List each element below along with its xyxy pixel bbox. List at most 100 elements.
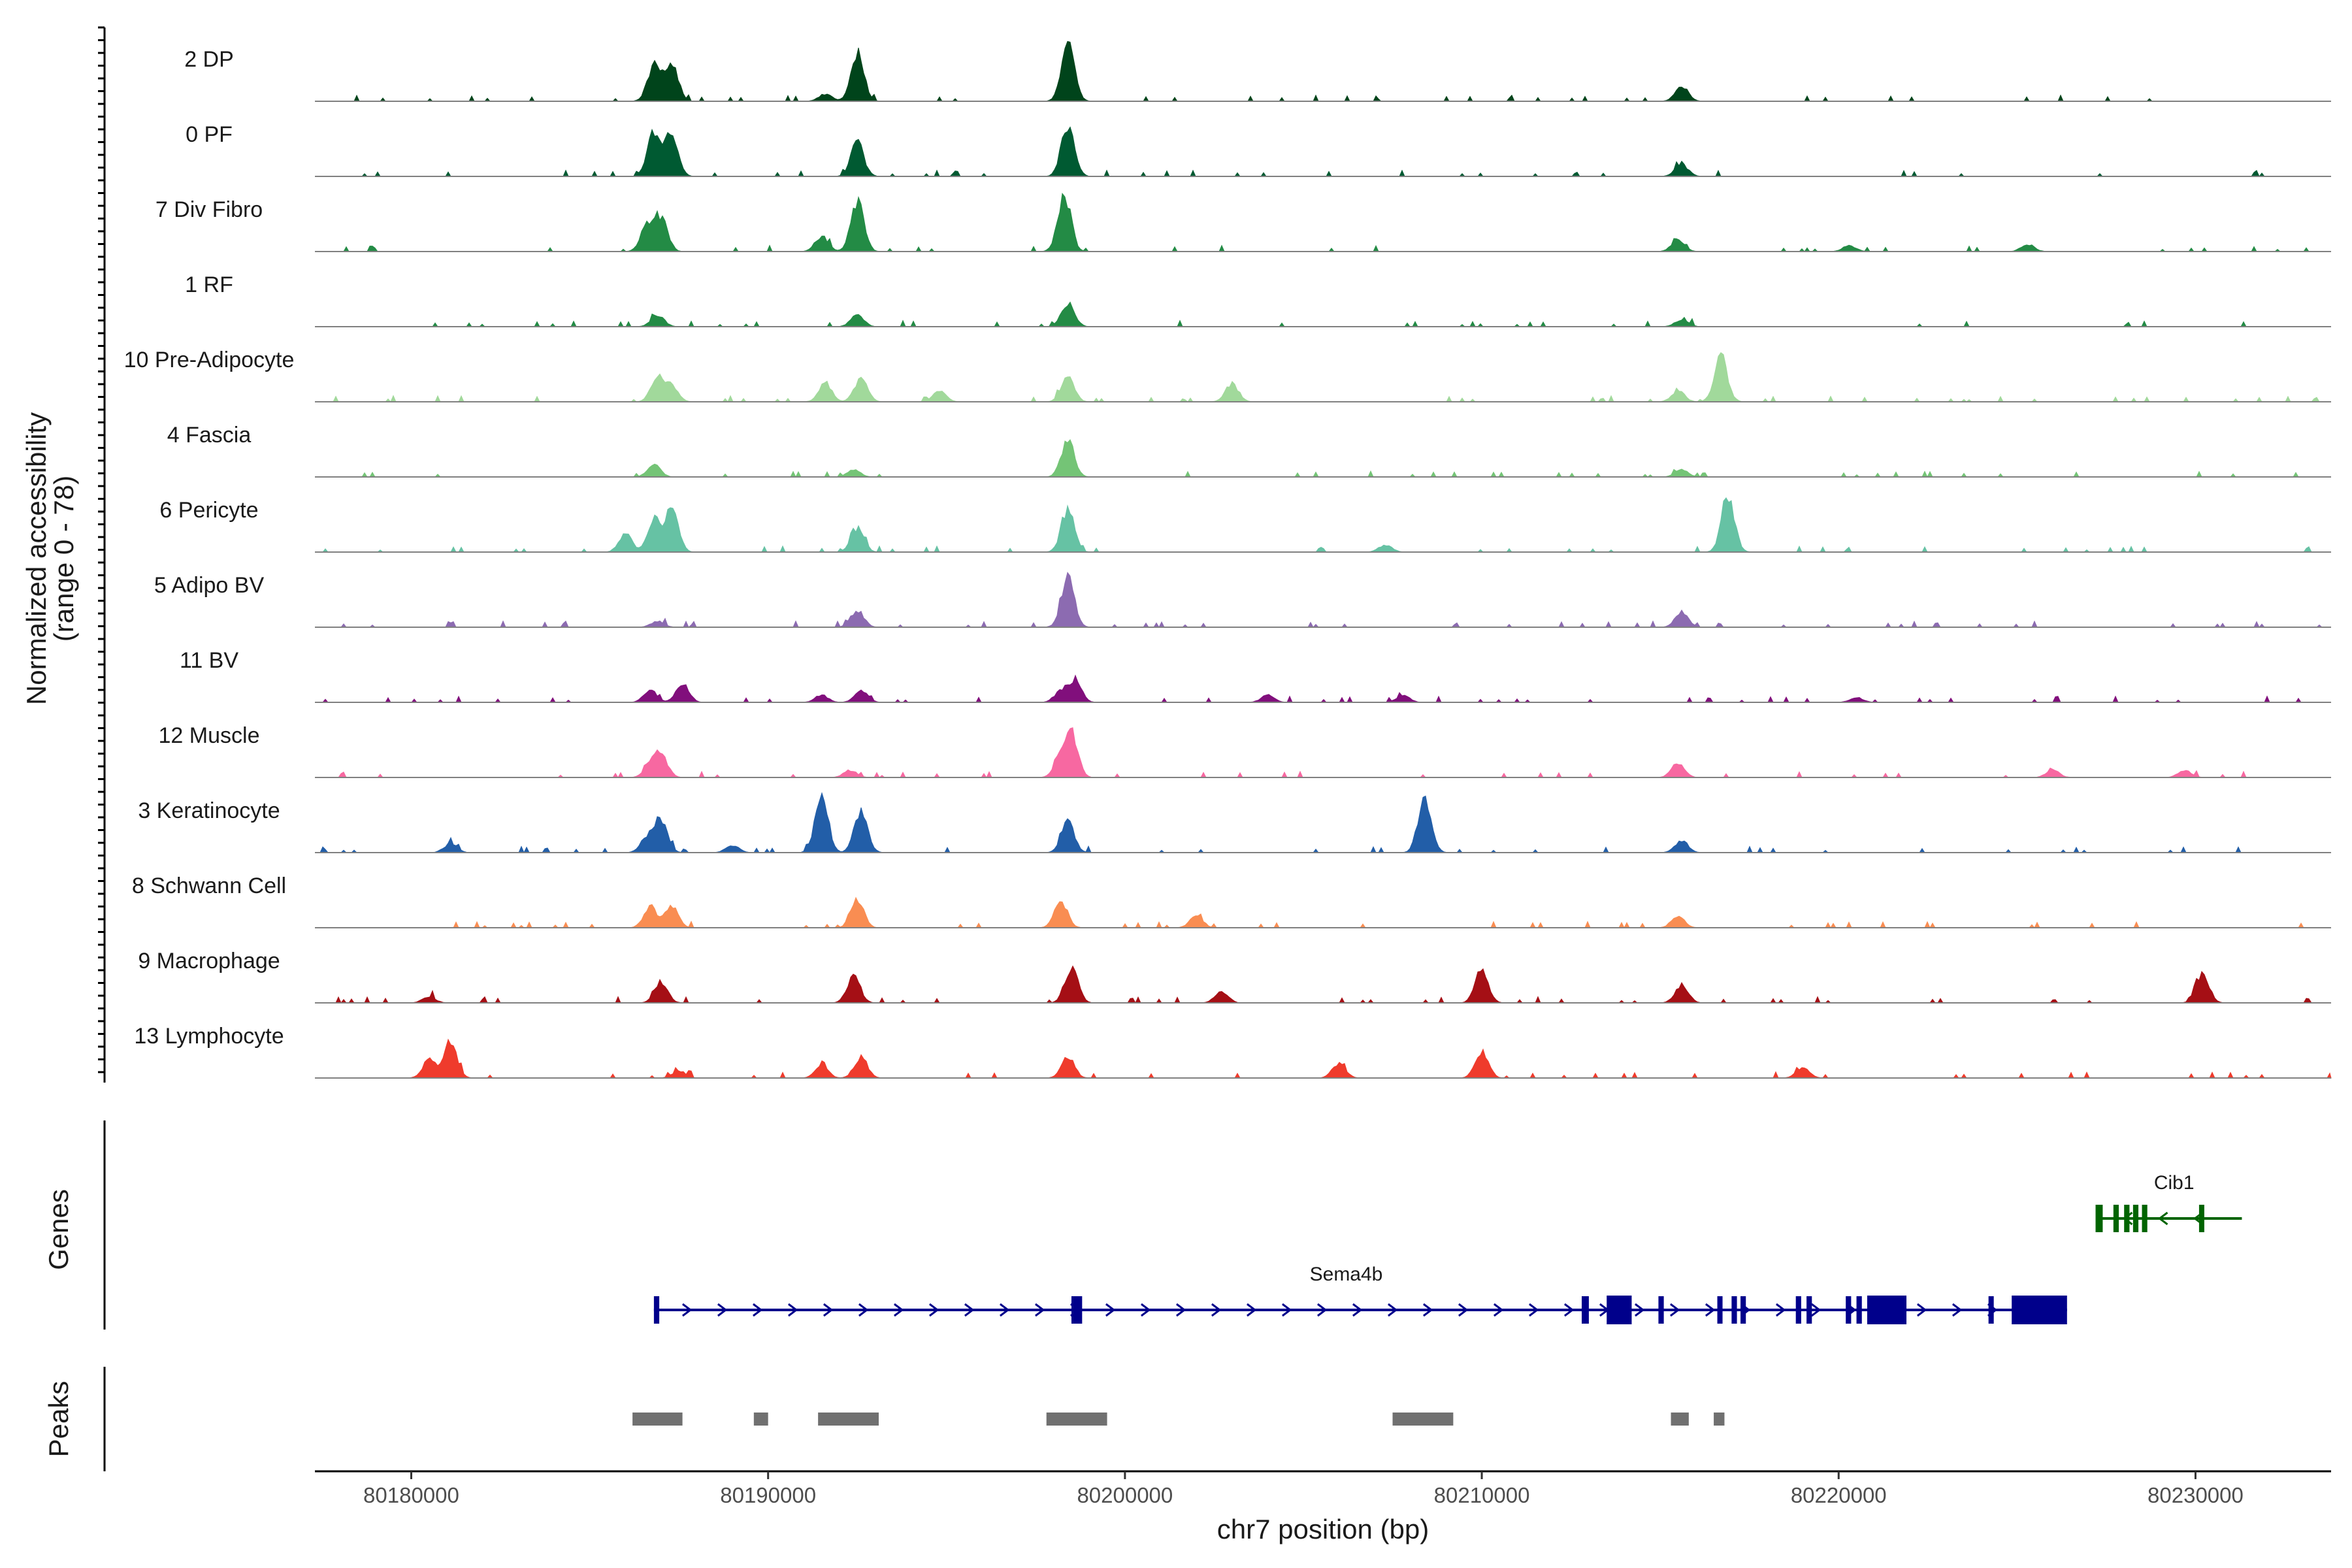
- track-8-schwann-cell: 8 Schwann Cell: [132, 874, 2331, 929]
- genes-axis-title: Genes: [43, 1189, 74, 1270]
- strand-arrow: [1352, 1303, 1363, 1317]
- exon: [1731, 1296, 1737, 1324]
- exon: [1795, 1296, 1801, 1324]
- strand-arrow: [1705, 1303, 1716, 1317]
- peaks-panel: [103, 1367, 1725, 1471]
- track-label: 8 Schwann Cell: [132, 874, 286, 898]
- exon: [1740, 1296, 1746, 1324]
- strand-arrow: [1810, 1303, 1821, 1317]
- exon: [1988, 1296, 1994, 1324]
- x-tick-label: 80220000: [1791, 1483, 1887, 1507]
- x-tick-label: 80200000: [1077, 1483, 1173, 1507]
- strand-arrow: [999, 1303, 1010, 1317]
- coverage-area: [315, 727, 2331, 779]
- exon: [1581, 1296, 1589, 1324]
- track-5-adipo-bv: 5 Adipo BV: [154, 572, 2331, 629]
- x-tick-label: 80230000: [2148, 1483, 2244, 1507]
- track-label: 5 Adipo BV: [154, 573, 265, 598]
- exon: [1867, 1296, 1907, 1324]
- strand-arrow: [1281, 1303, 1292, 1317]
- gene-sema4b: Sema4b: [653, 1264, 2067, 1324]
- gene-cib1: Cib1: [2095, 1172, 2242, 1232]
- peak-region: [1046, 1413, 1107, 1426]
- coverage-area: [315, 192, 2331, 252]
- track-label: 2 DP: [184, 47, 234, 72]
- track-label: 13 Lymphocyte: [134, 1024, 284, 1049]
- strand-arrow: [1669, 1303, 1680, 1317]
- track-label: 0 PF: [186, 122, 233, 147]
- peak-region: [818, 1413, 879, 1426]
- track-label: 9 Macrophage: [138, 949, 280, 973]
- track-9-macrophage: 9 Macrophage: [138, 949, 2331, 1004]
- x-axis: 80180000 80190000 80200000 80210000 80220000…: [315, 1470, 2331, 1507]
- coverage-area: [315, 674, 2331, 703]
- coverage-area: [315, 41, 2331, 102]
- coverage-area: [315, 896, 2331, 929]
- strand-arrow: [1563, 1303, 1575, 1317]
- coverage-area: [315, 572, 2331, 629]
- peak-region: [1671, 1413, 1689, 1426]
- strand-arrow: [1634, 1303, 1645, 1317]
- strand-arrow: [1528, 1303, 1539, 1317]
- track-13-lymphocyte: 13 Lymphocyte: [134, 1024, 2332, 1079]
- track-0-pf: 0 PF: [186, 122, 2331, 177]
- genes-panel: Sema4b Cib1: [103, 1120, 2242, 1330]
- strand-arrow: [752, 1303, 763, 1317]
- strand-arrow: [823, 1303, 834, 1317]
- strand-arrow: [1952, 1303, 1963, 1317]
- peak-region: [753, 1413, 768, 1426]
- exon: [2113, 1205, 2119, 1232]
- x-tick-label: 80190000: [720, 1483, 816, 1507]
- left-axis: [98, 26, 106, 1083]
- exon: [1071, 1296, 1083, 1324]
- coverage-area: [315, 792, 2331, 854]
- coverage-area: [315, 126, 2331, 177]
- track-1-rf: 1 RF: [185, 272, 2331, 327]
- track-label: 12 Muscle: [159, 723, 260, 748]
- gene-label: Sema4b: [1310, 1264, 1383, 1285]
- track-6-pericyte: 6 Pericyte: [159, 497, 2331, 553]
- track-4-fascia: 4 Fascia: [167, 423, 2331, 478]
- gene-label: Cib1: [2154, 1172, 2195, 1194]
- strand-arrow: [858, 1303, 869, 1317]
- peaks-axis-title: Peaks: [43, 1381, 74, 1458]
- coverage-area: [315, 497, 2331, 553]
- exon: [1607, 1296, 1632, 1324]
- strand-arrow: [1211, 1303, 1222, 1317]
- exon: [1658, 1296, 1664, 1324]
- track-label: 11 BV: [180, 648, 238, 673]
- exon: [1806, 1296, 1812, 1324]
- track-11-bv: 11 BV: [180, 648, 2331, 703]
- coverage-area: [315, 301, 2331, 327]
- coverage-area: [315, 1038, 2332, 1079]
- strand-arrow: [1034, 1303, 1045, 1317]
- strand-arrow: [893, 1303, 904, 1317]
- exon: [2124, 1205, 2130, 1232]
- peak-region: [1392, 1413, 1454, 1426]
- strand-arrow: [681, 1303, 693, 1317]
- exon: [1856, 1296, 1862, 1324]
- strand-arrow: [717, 1303, 728, 1317]
- track-7-div-fibro: 7 Div Fibro: [155, 192, 2331, 252]
- strand-arrow: [1387, 1303, 1398, 1317]
- coverage-area: [315, 439, 2331, 478]
- track-label: 3 Keratinocyte: [138, 798, 280, 823]
- strand-arrow: [1422, 1303, 1433, 1317]
- y-axis-title: Normalized accessibility: [21, 412, 52, 705]
- track-3-keratinocyte: 3 Keratinocyte: [138, 792, 2331, 854]
- track-10-pre-adipocyte: 10 Pre-Adipocyte: [124, 348, 2331, 402]
- strand-arrow: [1246, 1303, 1257, 1317]
- x-tick-label: 80180000: [363, 1483, 459, 1507]
- coverage-area: [315, 351, 2331, 402]
- exon: [2095, 1205, 2103, 1232]
- x-axis-title: chr7 position (bp): [1217, 1514, 1429, 1544]
- track-label: 6 Pericyte: [159, 498, 258, 523]
- strand-arrow: [1493, 1303, 1504, 1317]
- strand-arrow: [1105, 1303, 1116, 1317]
- exon: [2132, 1205, 2139, 1232]
- exon: [2012, 1296, 2067, 1324]
- strand-arrow: [1316, 1303, 1328, 1317]
- track-label: 10 Pre-Adipocyte: [124, 348, 295, 372]
- coverage-area: [315, 965, 2331, 1004]
